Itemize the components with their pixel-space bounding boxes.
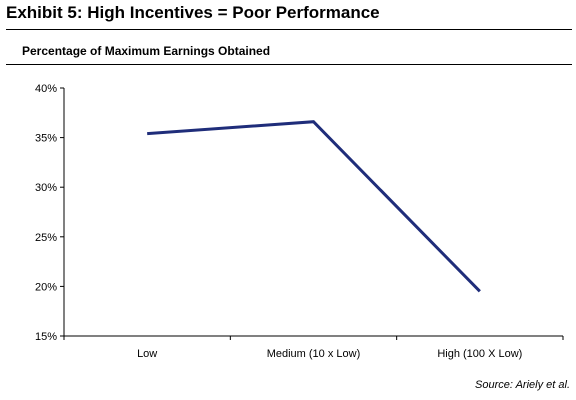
y-tick-label: 25% [35, 232, 57, 244]
title-rule [6, 29, 572, 30]
series-line [147, 120, 481, 293]
y-tick-label: 20% [35, 281, 57, 293]
y-axis: 15% 20% 25% 30% 35% 40% [35, 83, 65, 343]
y-tick-label: 15% [35, 331, 57, 343]
x-tick-label: Medium (10 x Low) [267, 348, 361, 360]
chart-title: Percentage of Maximum Earnings Obtained [22, 44, 271, 58]
x-axis: Low Medium (10 x Low) High (100 X Low) [63, 335, 564, 360]
x-tick-label: Low [137, 348, 157, 360]
source-note: Source: Ariely et al. [475, 379, 570, 391]
series-group [147, 120, 481, 293]
chart-title-rule [6, 64, 572, 65]
exhibit-title: Exhibit 5: High Incentives = Poor Perfor… [6, 3, 380, 22]
y-tick-label: 40% [35, 83, 57, 95]
y-tick-label: 30% [35, 182, 57, 194]
y-tick-label: 35% [35, 133, 57, 145]
x-tick-label: High (100 X Low) [437, 348, 522, 360]
